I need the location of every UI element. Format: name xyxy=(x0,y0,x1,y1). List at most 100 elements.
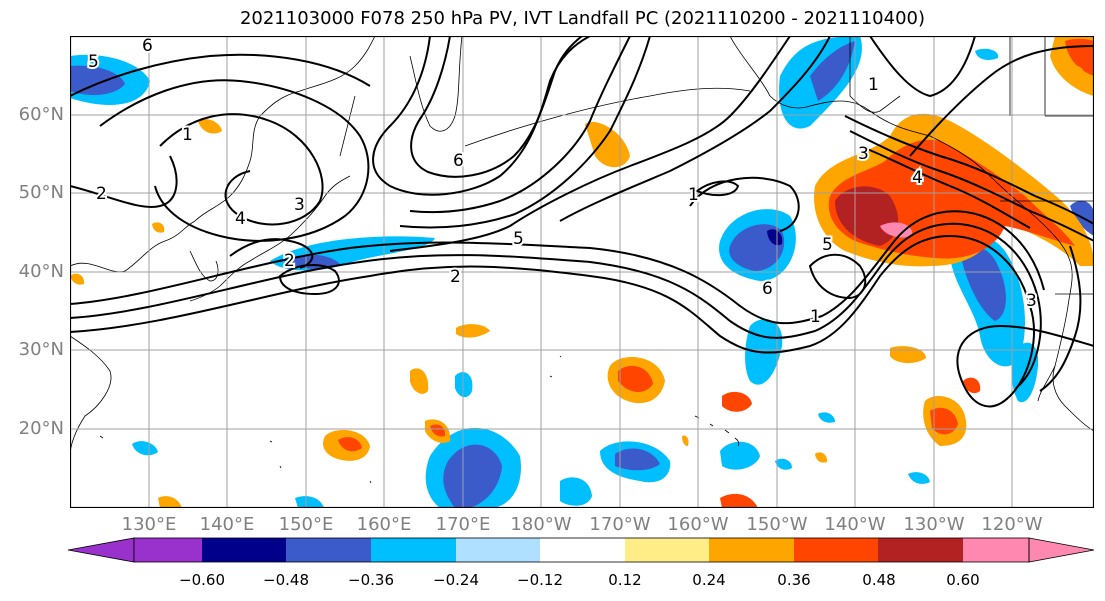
negative-anomaly xyxy=(767,229,783,246)
positive-anomaly xyxy=(585,121,630,168)
pv-contour xyxy=(849,130,1094,242)
colorbar-tick: −0.12 xyxy=(517,571,563,589)
colorbar-tick: −0.36 xyxy=(348,571,394,589)
pv-contour xyxy=(389,36,791,252)
contour-label: 6 xyxy=(453,151,464,171)
island-hawaii xyxy=(694,415,740,447)
border-pacnw xyxy=(1009,36,1094,117)
map-frame xyxy=(70,36,1094,508)
lon-label: 120°W xyxy=(981,514,1043,535)
colorbar-tick: −0.24 xyxy=(433,571,479,589)
colorbar-segment xyxy=(456,538,541,562)
coastline-asia-south xyxy=(70,335,112,457)
pv-contour xyxy=(559,36,831,222)
negative-anomaly xyxy=(443,444,502,508)
colorbar-extend-low xyxy=(68,537,135,563)
contour-label: 1 xyxy=(182,125,193,145)
positive-anomaly xyxy=(930,407,958,435)
pv-contour xyxy=(229,238,314,269)
lon-label: 170°E xyxy=(435,514,491,535)
map-panel: 6 5 1 2 3 4 5 2 2 6 1 1 3 4 5 6 1 3 xyxy=(70,36,1094,508)
positive-anomaly xyxy=(835,186,899,246)
lon-label: 140°W xyxy=(824,514,886,535)
pv-contour xyxy=(909,45,1094,157)
contour-label: 2 xyxy=(450,267,461,287)
lon-label: 170°W xyxy=(589,514,651,535)
negative-anomaly xyxy=(295,496,324,508)
contour-label: 2 xyxy=(96,184,107,204)
positive-anomaly xyxy=(1065,38,1094,76)
lon-label: 160°W xyxy=(667,514,729,535)
negative-anomaly xyxy=(960,246,1006,321)
contour-label: 5 xyxy=(513,229,524,249)
coastline-sakhalin xyxy=(339,95,356,157)
coastline-japan xyxy=(219,175,351,287)
pv-contour xyxy=(410,36,583,178)
colorbar-tick: 0.36 xyxy=(777,571,811,589)
lon-label: 130°W xyxy=(903,514,965,535)
colorbar-segment xyxy=(963,538,1029,562)
lat-label: 60°N xyxy=(18,104,64,125)
lon-label: 140°E xyxy=(199,514,255,535)
lat-label: 50°N xyxy=(18,182,64,203)
contour-label: 3 xyxy=(294,195,305,215)
pv-contour xyxy=(694,180,740,197)
contour-label: 3 xyxy=(1026,291,1037,311)
contour-label: 1 xyxy=(868,75,879,95)
pv-contour xyxy=(859,145,1031,229)
pv-contour xyxy=(159,113,324,226)
pv-contour xyxy=(70,53,371,97)
contour-label: 4 xyxy=(235,209,246,229)
lat-label: 20°N xyxy=(18,418,64,439)
pv-contour xyxy=(844,115,1094,225)
colorbar-segment xyxy=(709,538,794,562)
negative-anomaly xyxy=(70,65,125,96)
pv-contour xyxy=(372,36,591,196)
contour-label: 4 xyxy=(912,168,923,188)
lon-label: 150°W xyxy=(746,514,808,535)
pv-contours xyxy=(70,36,1094,408)
negative-anomaly xyxy=(285,254,340,269)
pv-contour xyxy=(1039,245,1082,392)
positive-anomaly xyxy=(815,452,828,463)
negative-anomaly xyxy=(818,412,835,423)
positive-anomaly xyxy=(880,222,913,238)
negative-anomaly xyxy=(975,48,999,60)
lon-label: 180°W xyxy=(510,514,572,535)
colorbar-tick: −0.60 xyxy=(179,571,225,589)
colorbar-tick: 0.60 xyxy=(946,571,980,589)
negative-anomaly xyxy=(908,472,930,484)
contour-label: 6 xyxy=(762,279,773,299)
positive-anomaly xyxy=(722,391,752,412)
positive-anomaly xyxy=(158,496,182,508)
negative-anomaly xyxy=(615,448,660,471)
positive-anomaly xyxy=(70,273,85,285)
contour-label: 5 xyxy=(822,235,833,255)
negative-anomaly xyxy=(810,41,855,101)
colorbar-segment xyxy=(794,538,879,562)
contour-label: 2 xyxy=(284,251,295,271)
pv-contour xyxy=(409,36,631,214)
negative-anomaly xyxy=(560,477,592,506)
colorbar-segment xyxy=(878,538,963,562)
positive-anomaly xyxy=(720,493,758,508)
pv-contour xyxy=(70,155,178,208)
lon-label: 130°E xyxy=(121,514,177,535)
coastline-layer xyxy=(70,36,1094,484)
colorbar-extend-high xyxy=(1028,537,1095,563)
pv-contour xyxy=(808,253,867,300)
colorbar-segment xyxy=(540,538,625,562)
positive-anomaly xyxy=(1070,65,1085,79)
positive-anomaly xyxy=(338,437,362,452)
pv-contour xyxy=(99,79,370,242)
contour-label: 1 xyxy=(810,307,821,327)
colorbar-tick: 0.48 xyxy=(862,571,896,589)
contour-label: 3 xyxy=(858,144,869,164)
contour-label: 5 xyxy=(88,52,99,72)
positive-anomaly xyxy=(410,368,429,394)
pv-contour xyxy=(869,36,976,98)
colorbar-segment xyxy=(202,538,287,562)
coastline-asia xyxy=(70,36,376,273)
colorbar-tick: −0.48 xyxy=(263,571,309,589)
coastline-baja xyxy=(1037,365,1056,402)
